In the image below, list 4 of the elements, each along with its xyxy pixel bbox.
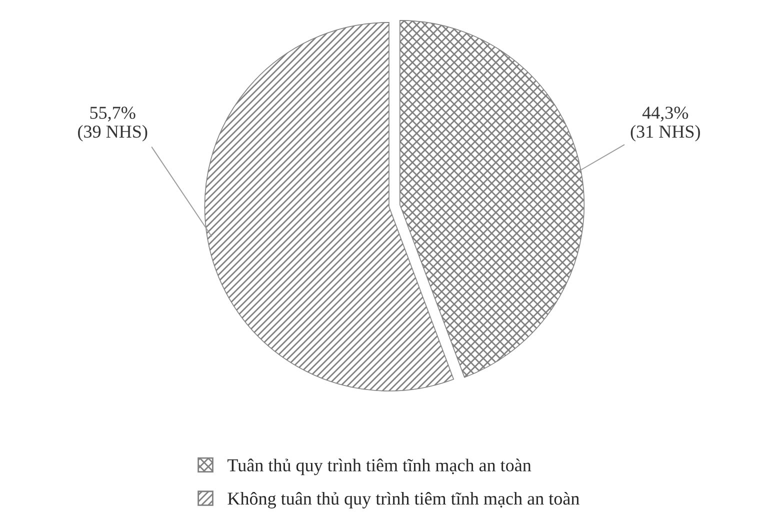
legend-label: Không tuân thủ quy trình tiêm tĩnh mạch an toàn — [228, 492, 580, 508]
data-label: 55,7% (39 NHS) — [78, 106, 148, 142]
data-label: 44,3% (31 NHS) — [630, 106, 700, 142]
legend-label: Tuân thủ quy trình tiêm tĩnh mạch an toàn — [228, 458, 532, 476]
